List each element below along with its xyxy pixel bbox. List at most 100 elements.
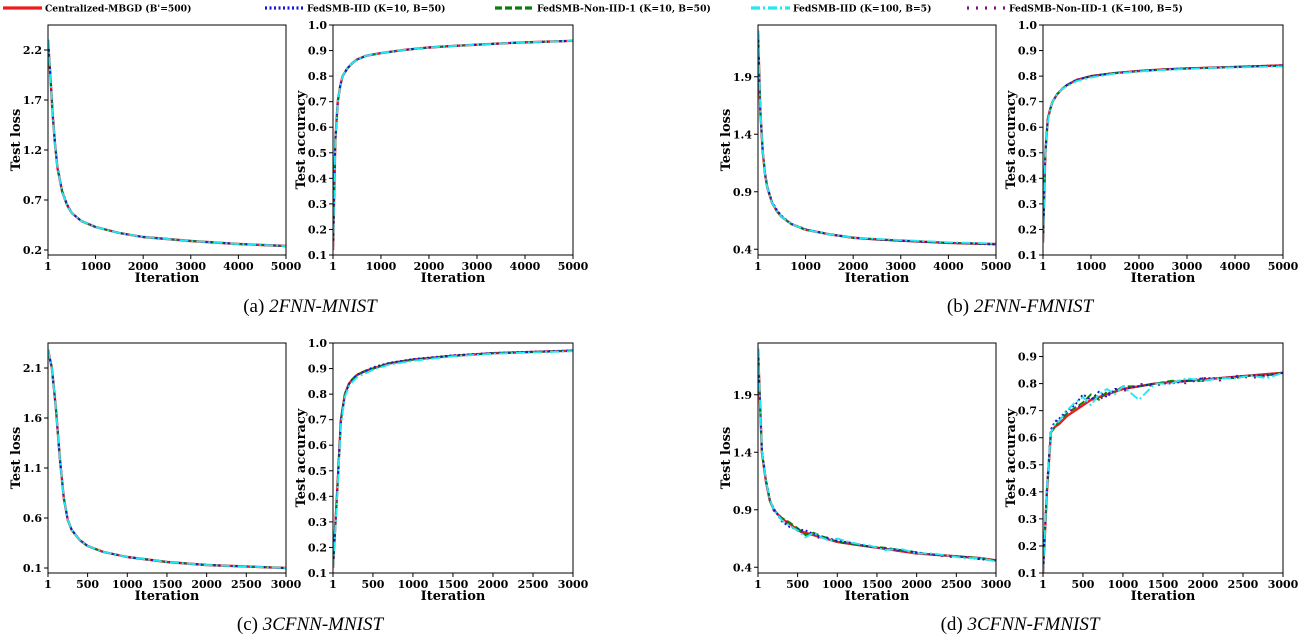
- x-tick-label: 5000: [1268, 260, 1299, 273]
- chart-d-accuracy: 0.10.20.30.40.50.60.70.80.91 500 1000 1500 2…: [1004, 342, 1299, 604]
- series-line-fedsmb-non-iid-1-k-10-b-50: [1043, 371, 1283, 573]
- legend-entry-fedsmb-iid-k-10-b-50: FedSMB-IID (K=10, B=50): [265, 4, 445, 15]
- series-line-fedsmb-non-iid-1-k-10-b-50: [333, 349, 573, 568]
- y-tick-label: 0.1: [23, 562, 42, 575]
- plot-frame: [47, 24, 287, 256]
- y-tick-label: 0.4: [308, 172, 327, 185]
- legend-label: FedSMB-IID (K=100, B=5): [793, 4, 931, 15]
- y-tick-label: 0.9: [308, 363, 327, 376]
- legend-entry-fedsmb-non-iid-1-k-100-b-5: FedSMB-Non-IID-1 (K=100, B=5): [967, 4, 1183, 15]
- x-axis-label: Iteration: [135, 589, 200, 604]
- x-tick-label: 2000: [1124, 260, 1155, 273]
- x-tick-label: 2000: [414, 260, 445, 273]
- y-tick-label: 1.1: [23, 462, 42, 475]
- plot-frame: [1042, 24, 1284, 256]
- series-line-fedsmb-iid-k-10-b-50: [1043, 371, 1283, 573]
- y-tick-label: 0.7: [308, 414, 327, 427]
- y-tick-label: 1.9: [733, 71, 752, 84]
- x-tick-label: 3000: [462, 260, 493, 273]
- y-tick-label: 0.3: [308, 516, 327, 529]
- series-line-fedsmb-non-iid-1-k-100-b-5: [48, 39, 286, 247]
- x-tick-label: 1: [44, 260, 52, 273]
- y-tick-label: 1.4: [733, 128, 752, 141]
- y-tick-label: 1.4: [733, 446, 752, 459]
- caption-a: (a) 2FNN-MNIST: [0, 296, 620, 318]
- x-axis-label: Iteration: [421, 271, 486, 286]
- y-axis-label: Test loss: [719, 109, 734, 172]
- y-tick-label: 0.4: [308, 490, 327, 503]
- y-tick-label: 0.1: [1018, 567, 1037, 580]
- y-tick-label: 1.0: [1018, 19, 1037, 32]
- series-group: [758, 348, 996, 563]
- plot-frame: [332, 24, 574, 256]
- y-tick-label: 0.6: [308, 121, 327, 134]
- series-line-centralized-mbgd-b-500: [48, 349, 286, 570]
- chart-d-loss: 0.40.91.41.91 500 1000 1500 2000 2500 3000Iter…: [719, 342, 1012, 604]
- x-axis-label: Iteration: [1131, 271, 1196, 286]
- x-tick-label: 3000: [175, 260, 206, 273]
- x-tick-label: 1: [1039, 578, 1047, 591]
- y-tick-label: 1.7: [23, 94, 42, 107]
- y-tick-label: 2.2: [23, 44, 42, 57]
- x-tick-label: 3000: [1172, 260, 1203, 273]
- x-tick-label: 1500: [1148, 578, 1179, 591]
- y-tick-label: 0.5: [308, 465, 327, 478]
- series-line-centralized-mbgd-b-500: [758, 30, 996, 246]
- series-line-fedsmb-non-iid-1-k-100-b-5: [758, 30, 996, 246]
- y-tick-label: 0.4: [1018, 172, 1037, 185]
- y-tick-label: 0.6: [23, 512, 42, 525]
- y-tick-label: 0.6: [308, 439, 327, 452]
- x-tick-label: 3000: [271, 578, 302, 591]
- x-tick-label: 3000: [1268, 578, 1299, 591]
- chart-b-accuracy: 0.1 0.2 0.3 0.4 0.5 0.6 0.7 0.8 0.9 1.0 1 1000 2000 3…: [1004, 19, 1299, 286]
- x-tick-label: 500: [786, 578, 809, 591]
- x-tick-label: 4000: [223, 260, 254, 273]
- x-tick-label: 1500: [152, 578, 183, 591]
- series-line-fedsmb-non-iid-1-k-10-b-50: [48, 349, 286, 569]
- y-tick-label: 0.8: [1018, 378, 1037, 391]
- x-tick-label: 1: [1039, 260, 1047, 273]
- y-tick-label: 0.7: [1018, 96, 1037, 109]
- chart-a-loss: 0.2 0.7 1.2 1.7 2.2 1 1000 2000 3000 4000 5000 Iter…: [9, 24, 302, 286]
- x-tick-label: 2500: [1228, 578, 1259, 591]
- chart-b-loss: 0.4 0.9 1.4 1.9 1 1000 2000 3000 4000 5000 Iterati…: [719, 24, 1012, 286]
- y-tick-label: 0.9: [308, 45, 327, 58]
- y-axis-label: Test loss: [9, 427, 24, 490]
- series-line-fedsmb-non-iid-1-k-10-b-50: [758, 30, 996, 246]
- plot-frame: [47, 342, 287, 574]
- series-line-fedsmb-iid-k-100-b-5: [758, 30, 996, 245]
- y-tick-label: 0.9: [733, 186, 752, 199]
- series-line-fedsmb-iid-k-100-b-5: [48, 39, 286, 247]
- y-axis-label: Test accuracy: [1004, 90, 1019, 189]
- x-tick-label: 2500: [231, 578, 262, 591]
- caption-d-prefix: (d): [940, 614, 968, 635]
- plot-frame: [757, 24, 997, 256]
- x-tick-label: 2500: [941, 578, 972, 591]
- series-group: [1043, 371, 1283, 573]
- caption-d-name: 3CFNN-FMNIST: [967, 614, 1100, 635]
- series-group: [48, 39, 286, 248]
- caption-a-name: 2FNN-MNIST: [269, 296, 377, 317]
- legend-label: Centralized-MBGD (B'=500): [45, 4, 191, 15]
- series-group: [48, 349, 286, 570]
- x-tick-label: 500: [76, 578, 99, 591]
- y-tick-label: 0.5: [308, 147, 327, 160]
- x-tick-label: 1: [754, 578, 762, 591]
- series-line-fedsmb-iid-k-10-b-50: [48, 39, 286, 247]
- y-tick-label: 0.7: [308, 96, 327, 109]
- x-tick-label: 3000: [885, 260, 916, 273]
- x-axis-label: Iteration: [421, 589, 486, 604]
- series-line-fedsmb-iid-k-10-b-50: [758, 30, 996, 246]
- panel-c: 0.1 0.2 0.3 0.4 0.5 0.6 0.7 0.8 0.9 1.0 1 500 1000 15…: [0, 318, 620, 636]
- y-tick-label: 0.1: [1018, 249, 1037, 262]
- series-line-fedsmb-non-iid-1-k-100-b-5: [48, 349, 286, 569]
- y-tick-label: 0.3: [1018, 513, 1037, 526]
- chart-a-accuracy: 0.1 0.2 0.3 0.4 0.5 0.6 0.7 0.8 0.9 1.0 1 1000 2000 3…: [294, 19, 589, 286]
- caption-d: (d) 3CFNN-FMNIST: [710, 614, 1315, 636]
- y-axis-label: Test accuracy: [294, 408, 309, 507]
- y-tick-label: 2.1: [23, 362, 42, 375]
- legend-label: FedSMB-Non-IID-1 (K=10, B=50): [537, 4, 711, 15]
- caption-b: (b) 2FNN-FMNIST: [710, 296, 1315, 318]
- series-line-fedsmb-iid-k-100-b-5: [758, 348, 996, 563]
- y-tick-label: 1.2: [23, 144, 42, 157]
